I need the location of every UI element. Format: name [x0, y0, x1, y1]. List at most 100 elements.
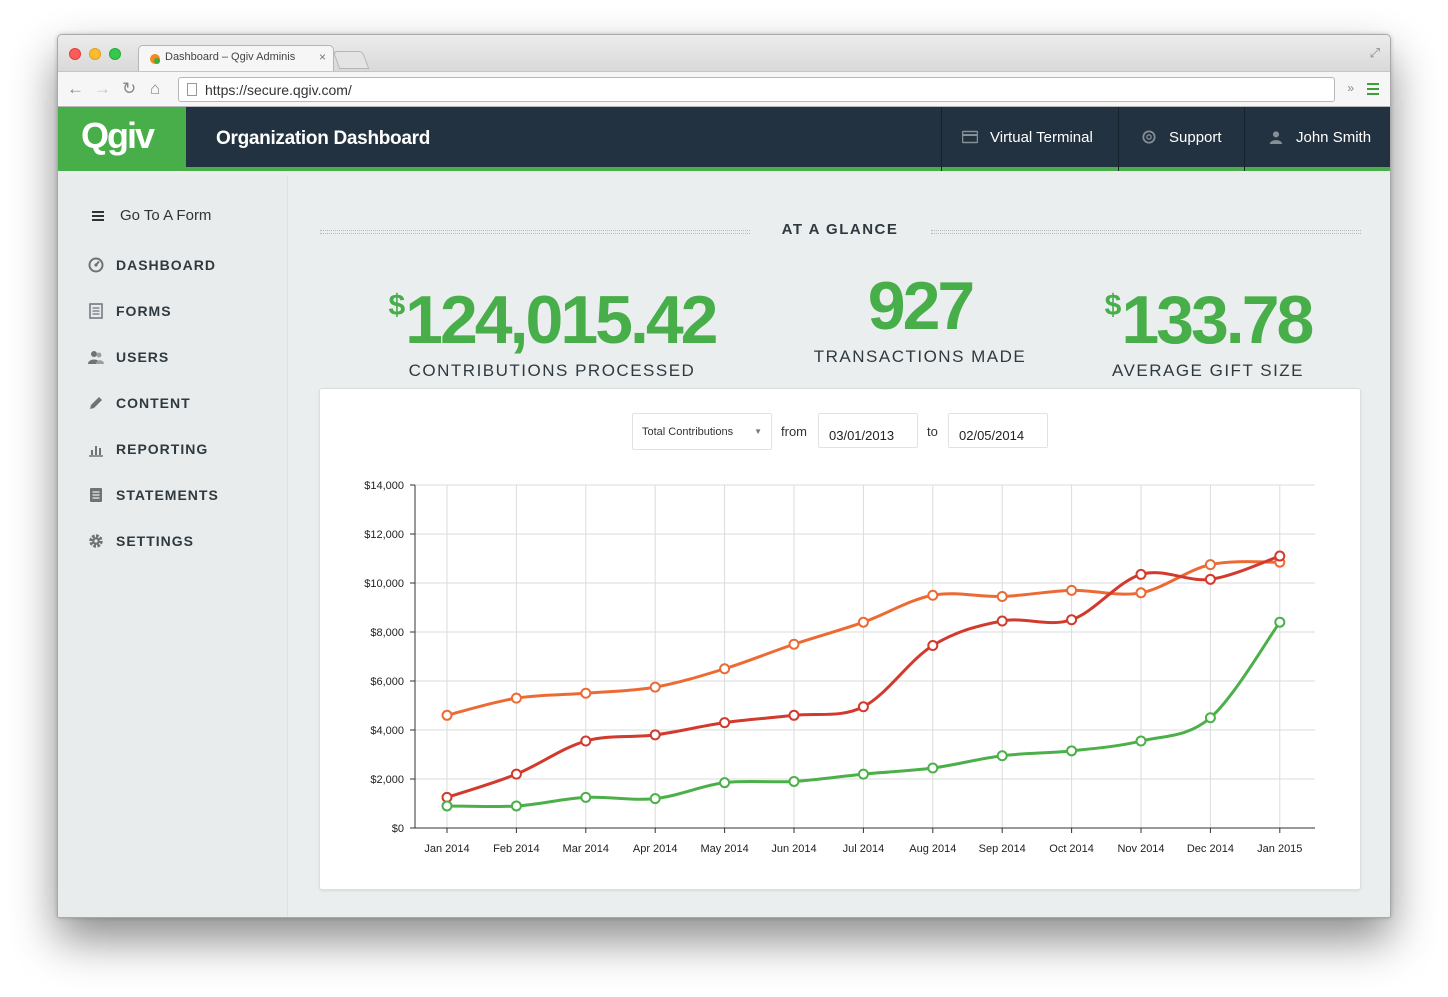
data-point — [719, 777, 731, 789]
extensions-chevron-icon[interactable]: » — [1347, 81, 1354, 95]
to-date-input[interactable] — [948, 413, 1048, 448]
go-to-form-link[interactable]: Go To A Form — [92, 207, 211, 224]
nav-user-label: John Smith — [1296, 129, 1372, 146]
app-header: Qgiv Organization Dashboard Virtual Term… — [58, 107, 1390, 171]
home-icon[interactable]: ⌂ — [150, 79, 161, 98]
stat-transactions-value: 927 — [793, 271, 1047, 341]
sidebar-item-dashboard-label: DASHBOARD — [116, 257, 216, 273]
browser-menu-icon[interactable] — [1367, 83, 1379, 95]
data-point — [1204, 712, 1216, 724]
sidebar-item-reporting[interactable]: REPORTING — [88, 441, 208, 457]
minimize-window-button[interactable] — [89, 48, 101, 60]
zoom-window-button[interactable] — [109, 48, 121, 60]
tab-close-icon[interactable]: × — [318, 50, 326, 64]
dashboard-icon — [88, 257, 104, 273]
divider-right — [931, 230, 1361, 234]
pencil-icon — [90, 397, 102, 409]
sidebar-item-reporting-label: REPORTING — [116, 441, 209, 457]
x-tick-label: Oct 2014 — [1049, 843, 1094, 855]
nav-virtual-terminal[interactable]: Virtual Terminal — [941, 107, 1118, 171]
stat-contributions: $124,015.42 CONTRIBUTIONS PROCESSED — [346, 271, 758, 381]
back-arrow-icon[interactable]: ← — [67, 79, 84, 98]
sidebar-item-content[interactable]: CONTENT — [88, 395, 191, 411]
sidebar-item-forms[interactable]: FORMS — [88, 303, 172, 319]
nav-virtual-terminal-label: Virtual Terminal — [990, 129, 1093, 146]
data-point — [927, 639, 939, 651]
user-icon — [1269, 131, 1283, 144]
main-content: AT A GLANCE $124,015.42 CONTRIBUTIONS PR… — [288, 175, 1390, 917]
chart-card: Total Contributions ▼ from to $0 $2,000 $4… — [319, 388, 1361, 890]
x-tick-label: Dec 2014 — [1187, 843, 1234, 855]
nav-user-menu[interactable]: John Smith — [1244, 107, 1390, 171]
forward-arrow-icon[interactable]: → — [94, 79, 111, 98]
data-point — [580, 735, 592, 747]
y-tick-label: $2,000 — [370, 774, 404, 786]
sidebar-item-statements[interactable]: STATEMENTS — [88, 487, 219, 503]
data-point — [441, 709, 453, 721]
tab-title: Dashboard – Qgiv Adminis — [165, 51, 296, 63]
y-tick-label: $12,000 — [364, 529, 404, 541]
sidebar-item-dashboard[interactable]: DASHBOARD — [88, 257, 216, 273]
hamburger-icon — [92, 209, 104, 223]
data-point — [510, 692, 522, 704]
data-point — [1204, 573, 1216, 585]
statement-icon — [90, 488, 102, 502]
from-label: from — [781, 424, 807, 439]
divider-left — [320, 230, 750, 234]
y-tick-label: $14,000 — [364, 480, 404, 492]
glance-heading: AT A GLANCE — [781, 221, 899, 238]
data-point — [1135, 568, 1147, 580]
stat-average-gift-value: $133.78 — [1071, 271, 1345, 355]
stat-contributions-value: $124,015.42 — [346, 271, 758, 355]
stat-contributions-number: 124,015.42 — [405, 282, 718, 358]
bar-chart-icon — [89, 446, 103, 457]
x-tick-label: Jan 2014 — [424, 843, 469, 855]
x-tick-label: Apr 2014 — [633, 843, 678, 855]
data-point — [1274, 550, 1286, 562]
new-tab-button[interactable] — [332, 51, 370, 69]
address-url: https://secure.qgiv.com/ — [205, 82, 352, 98]
address-bar[interactable]: https://secure.qgiv.com/ — [178, 77, 1335, 102]
sidebar-item-settings[interactable]: SETTINGS — [88, 533, 194, 549]
data-point — [857, 768, 869, 780]
data-point — [927, 589, 939, 601]
reload-icon[interactable]: ↻ — [122, 79, 137, 98]
go-to-form-label: Go To A Form — [120, 207, 212, 224]
qgiv-favicon-icon — [150, 54, 160, 64]
browser-tab[interactable]: Dashboard – Qgiv Adminis × — [138, 45, 334, 71]
x-tick-label: Mar 2014 — [563, 843, 609, 855]
data-point — [1135, 735, 1147, 747]
close-window-button[interactable] — [69, 48, 81, 60]
y-tick-label: $6,000 — [370, 676, 404, 688]
sidebar-item-users[interactable]: USERS — [88, 349, 169, 365]
users-icon — [88, 351, 104, 364]
stat-transactions: 927 TRANSACTIONS MADE — [793, 271, 1047, 367]
browser-window: Dashboard – Qgiv Adminis × ⤢ ← → ↻ ⌂ htt… — [57, 34, 1391, 918]
nav-support[interactable]: Support — [1118, 107, 1244, 171]
data-point — [857, 616, 869, 628]
stat-average-gift-label: AVERAGE GIFT SIZE — [1111, 361, 1305, 380]
data-point — [441, 800, 453, 812]
chevron-down-icon: ▼ — [754, 427, 762, 436]
data-point — [510, 768, 522, 780]
x-tick-label: May 2014 — [700, 843, 748, 855]
data-point — [1066, 745, 1078, 757]
data-point — [857, 701, 869, 713]
sidebar-item-statements-label: STATEMENTS — [116, 487, 219, 503]
form-icon — [89, 303, 103, 319]
x-tick-label: Sep 2014 — [979, 843, 1026, 855]
data-point — [996, 750, 1008, 762]
data-point — [788, 775, 800, 787]
metric-select[interactable]: Total Contributions ▼ — [632, 413, 772, 450]
data-point — [1066, 614, 1078, 626]
credit-card-icon — [962, 130, 978, 144]
fullscreen-icon[interactable]: ⤢ — [1369, 45, 1380, 60]
y-tick-label: $10,000 — [364, 578, 404, 590]
data-point — [1135, 587, 1147, 599]
data-point — [927, 762, 939, 774]
sidebar-item-users-label: USERS — [116, 349, 170, 365]
x-tick-label: Feb 2014 — [493, 843, 539, 855]
qgiv-logo[interactable]: Qgiv — [58, 107, 186, 171]
from-date-input[interactable] — [818, 413, 918, 448]
x-tick-label: Jul 2014 — [843, 843, 885, 855]
